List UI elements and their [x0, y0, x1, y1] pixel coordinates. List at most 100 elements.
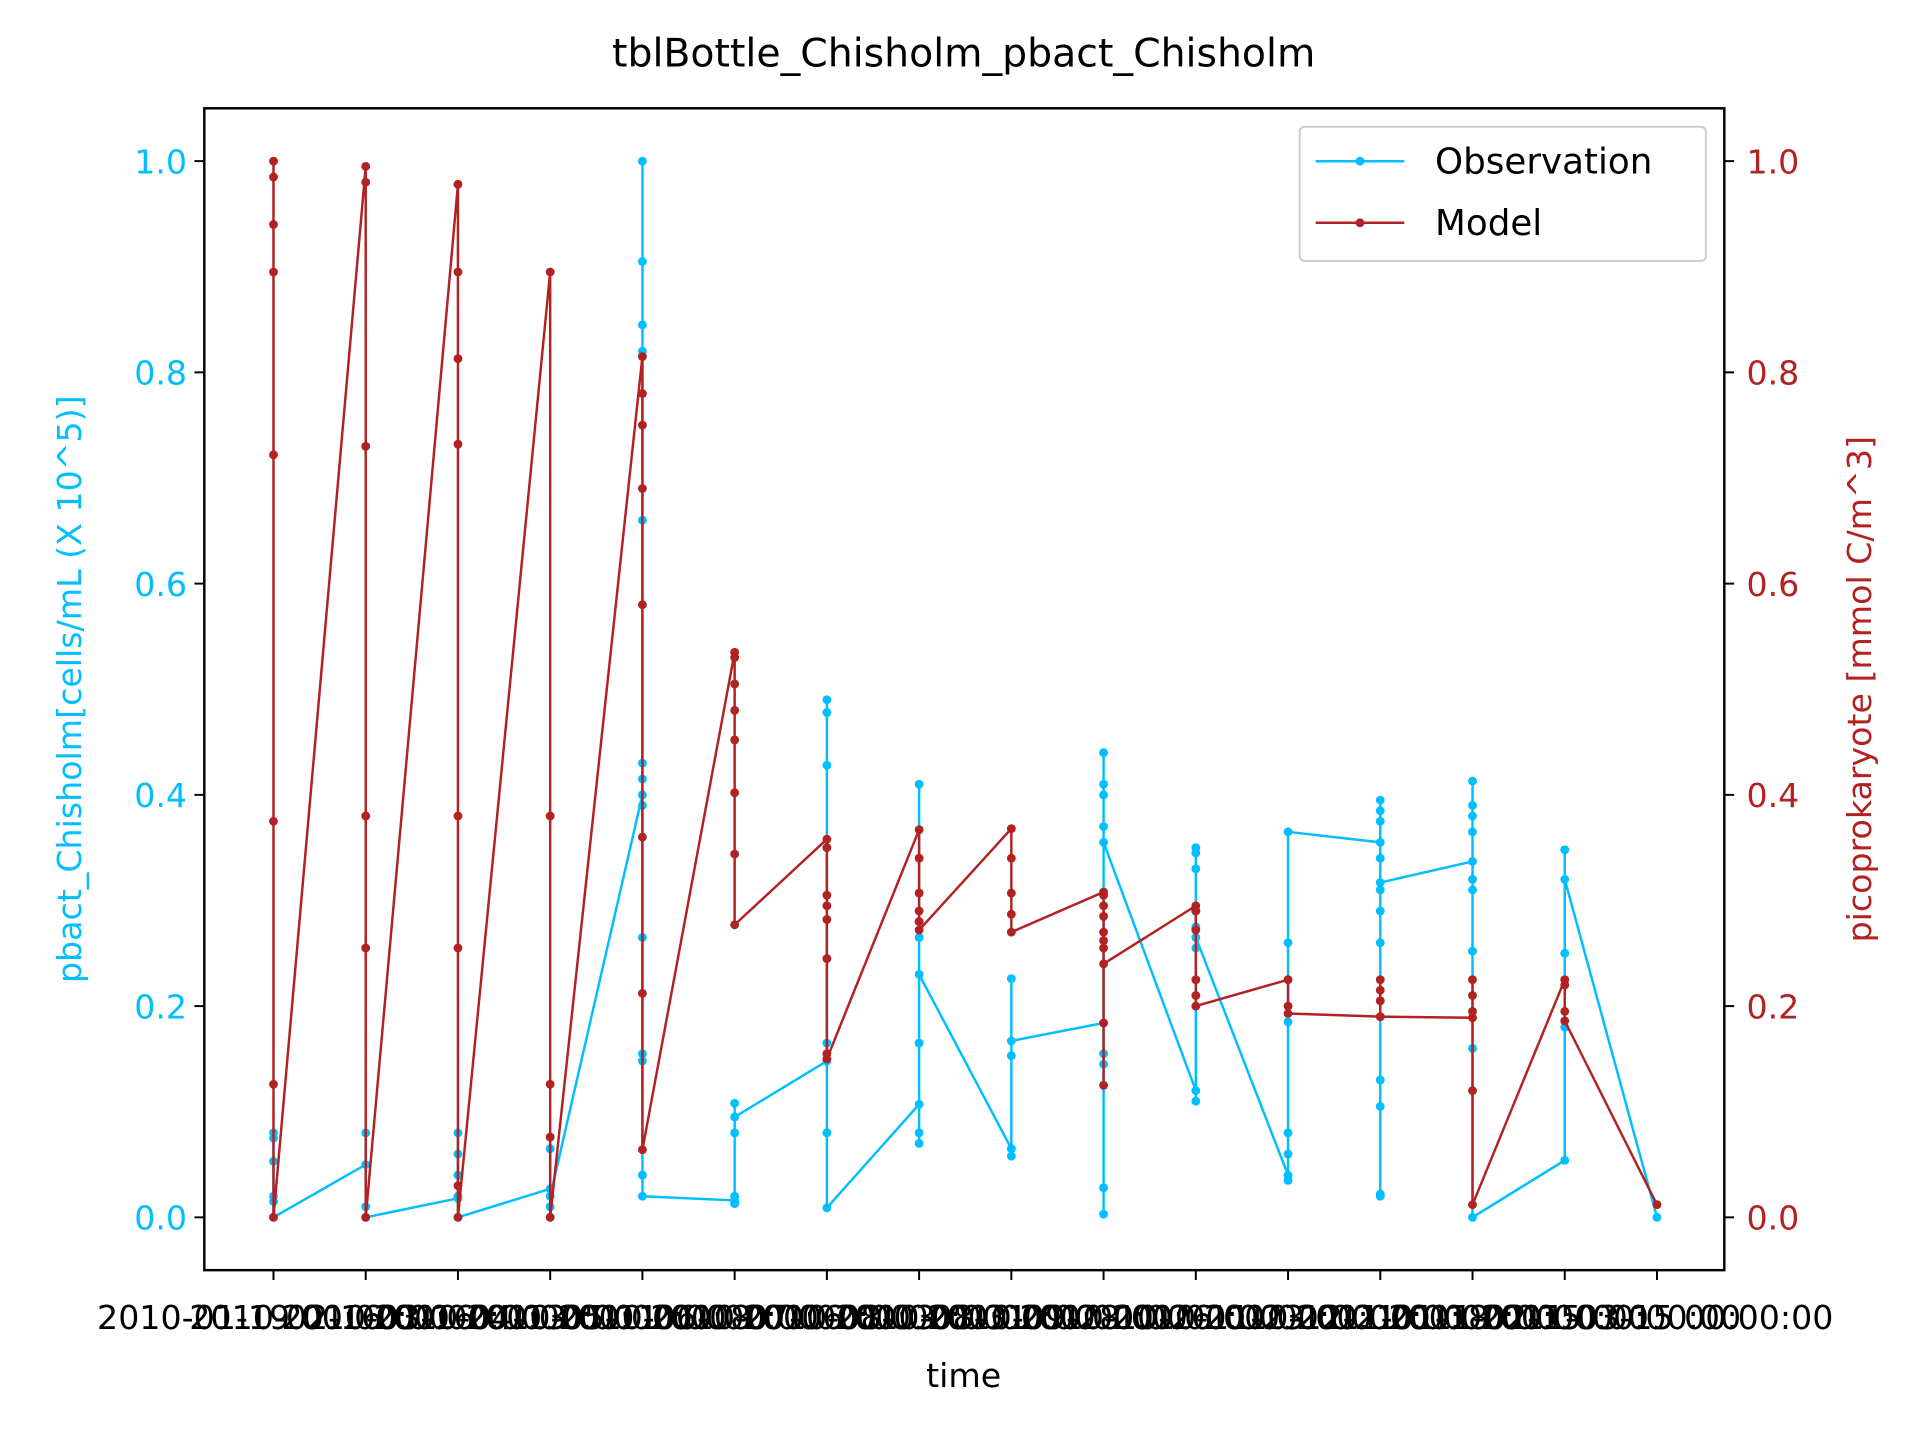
data-point [269, 816, 278, 826]
data-point [1006, 1151, 1016, 1161]
data-point [453, 811, 463, 821]
data-point [1099, 1080, 1109, 1090]
data-point [1099, 959, 1109, 969]
data-point [1191, 975, 1201, 985]
data-point [1191, 1096, 1201, 1106]
data-point [1191, 1001, 1201, 1011]
data-point [637, 600, 647, 610]
data-point [730, 1128, 740, 1138]
data-point [361, 811, 371, 821]
data-point [914, 1138, 924, 1148]
data-point [822, 1203, 832, 1213]
data-point [545, 1132, 555, 1142]
data-point [822, 834, 832, 844]
data-point [1006, 927, 1016, 937]
data-point [637, 352, 647, 361]
data-point [1468, 991, 1477, 1000]
y2-tick-label: 0.4 [1746, 776, 1799, 815]
data-point [1191, 906, 1201, 916]
data-point [453, 267, 463, 277]
data-point [914, 1038, 924, 1048]
data-point [637, 832, 647, 842]
x-tick-label: 2010-10-26 00:00:00 [1019, 1298, 1372, 1337]
data-point [1375, 1075, 1385, 1085]
y-axis-label: pbact_Chisholm[cells/mL (X 10^5)] [50, 395, 89, 983]
data-point [269, 450, 278, 460]
data-point [1375, 816, 1385, 826]
data-point [1191, 925, 1201, 935]
data-point [1375, 985, 1385, 995]
data-point [1099, 890, 1109, 900]
x-tick-label: 2010-04-13 00:00:00 [374, 1298, 727, 1337]
data-point [269, 220, 278, 229]
data-point [453, 179, 463, 189]
data-point [1375, 938, 1385, 948]
data-point [1283, 1175, 1293, 1185]
data-point [1375, 1102, 1385, 1111]
y-tick-label: 0.6 [134, 565, 187, 604]
data-point [545, 267, 555, 277]
data-point [1468, 827, 1477, 837]
x-tick-label: 2010-05-11 00:00:00 [466, 1298, 819, 1337]
data-point [1560, 948, 1570, 958]
data-point [730, 788, 740, 798]
data-point [1468, 811, 1477, 821]
plot-area [269, 156, 1662, 1222]
data-point [730, 679, 740, 689]
data-point [1560, 1016, 1570, 1026]
data-point [1375, 837, 1385, 847]
data-point [1283, 827, 1293, 837]
y-tick-label: 0.0 [134, 1199, 187, 1238]
data-point [914, 888, 924, 898]
data-point [822, 843, 832, 853]
y-tick-label: 0.2 [134, 987, 187, 1026]
y2-tick-label: 0.6 [1746, 565, 1799, 604]
x-tick-label: 2010-07-06 00:00:00 [650, 1298, 1003, 1337]
data-point [269, 1212, 278, 1222]
data-point [1652, 1200, 1662, 1210]
data-point [730, 1199, 740, 1209]
data-point [361, 943, 371, 953]
data-point [1375, 906, 1385, 916]
x-tick-label: 2011-03-15 00:00:00 [1481, 1298, 1834, 1337]
data-point [1099, 1018, 1109, 1028]
x-tick-label: 2010-03-16 00:00:00 [282, 1298, 635, 1337]
x-tick-label: 2010-02-16 00:00:00 [189, 1298, 542, 1337]
data-point [822, 890, 832, 900]
data-point [1375, 996, 1385, 1006]
legend: Observation Model [1298, 125, 1707, 262]
data-point [822, 954, 832, 963]
x-tick-label: 2010-06-08 00:00:00 [558, 1298, 911, 1337]
data-point [453, 943, 463, 953]
data-point [822, 695, 832, 705]
data-point [545, 1212, 555, 1222]
data-point [1283, 1001, 1293, 1011]
data-point [637, 1191, 647, 1201]
data-point [730, 1098, 740, 1108]
data-point [1375, 795, 1385, 805]
data-point [1468, 1212, 1477, 1222]
data-point [1560, 1155, 1570, 1165]
data-point [1099, 911, 1109, 921]
data-point [637, 988, 647, 998]
data-point [637, 1145, 647, 1155]
data-point [1283, 975, 1293, 985]
y2-tick-label: 0.0 [1746, 1199, 1799, 1238]
data-point [1099, 1209, 1109, 1219]
data-point [730, 653, 740, 662]
data-point [914, 925, 924, 935]
data-point [1468, 1006, 1477, 1016]
data-point [914, 906, 924, 916]
data-point [1468, 1200, 1477, 1210]
y2-axis-label: picoprokaryote [mmol C/m^3] [1840, 436, 1879, 942]
data-point [1283, 1128, 1293, 1138]
x-tick-label: 2010-08-31 00:00:00 [835, 1298, 1188, 1337]
data-point [637, 389, 647, 398]
data-point [637, 320, 647, 330]
y-tick-label: 1.0 [134, 142, 187, 181]
data-point [1283, 1009, 1293, 1018]
x-tick-label: 2010-08-03 00:00:00 [743, 1298, 1096, 1337]
data-point [1006, 853, 1016, 863]
data-point [1099, 779, 1109, 789]
data-point [1468, 800, 1477, 810]
